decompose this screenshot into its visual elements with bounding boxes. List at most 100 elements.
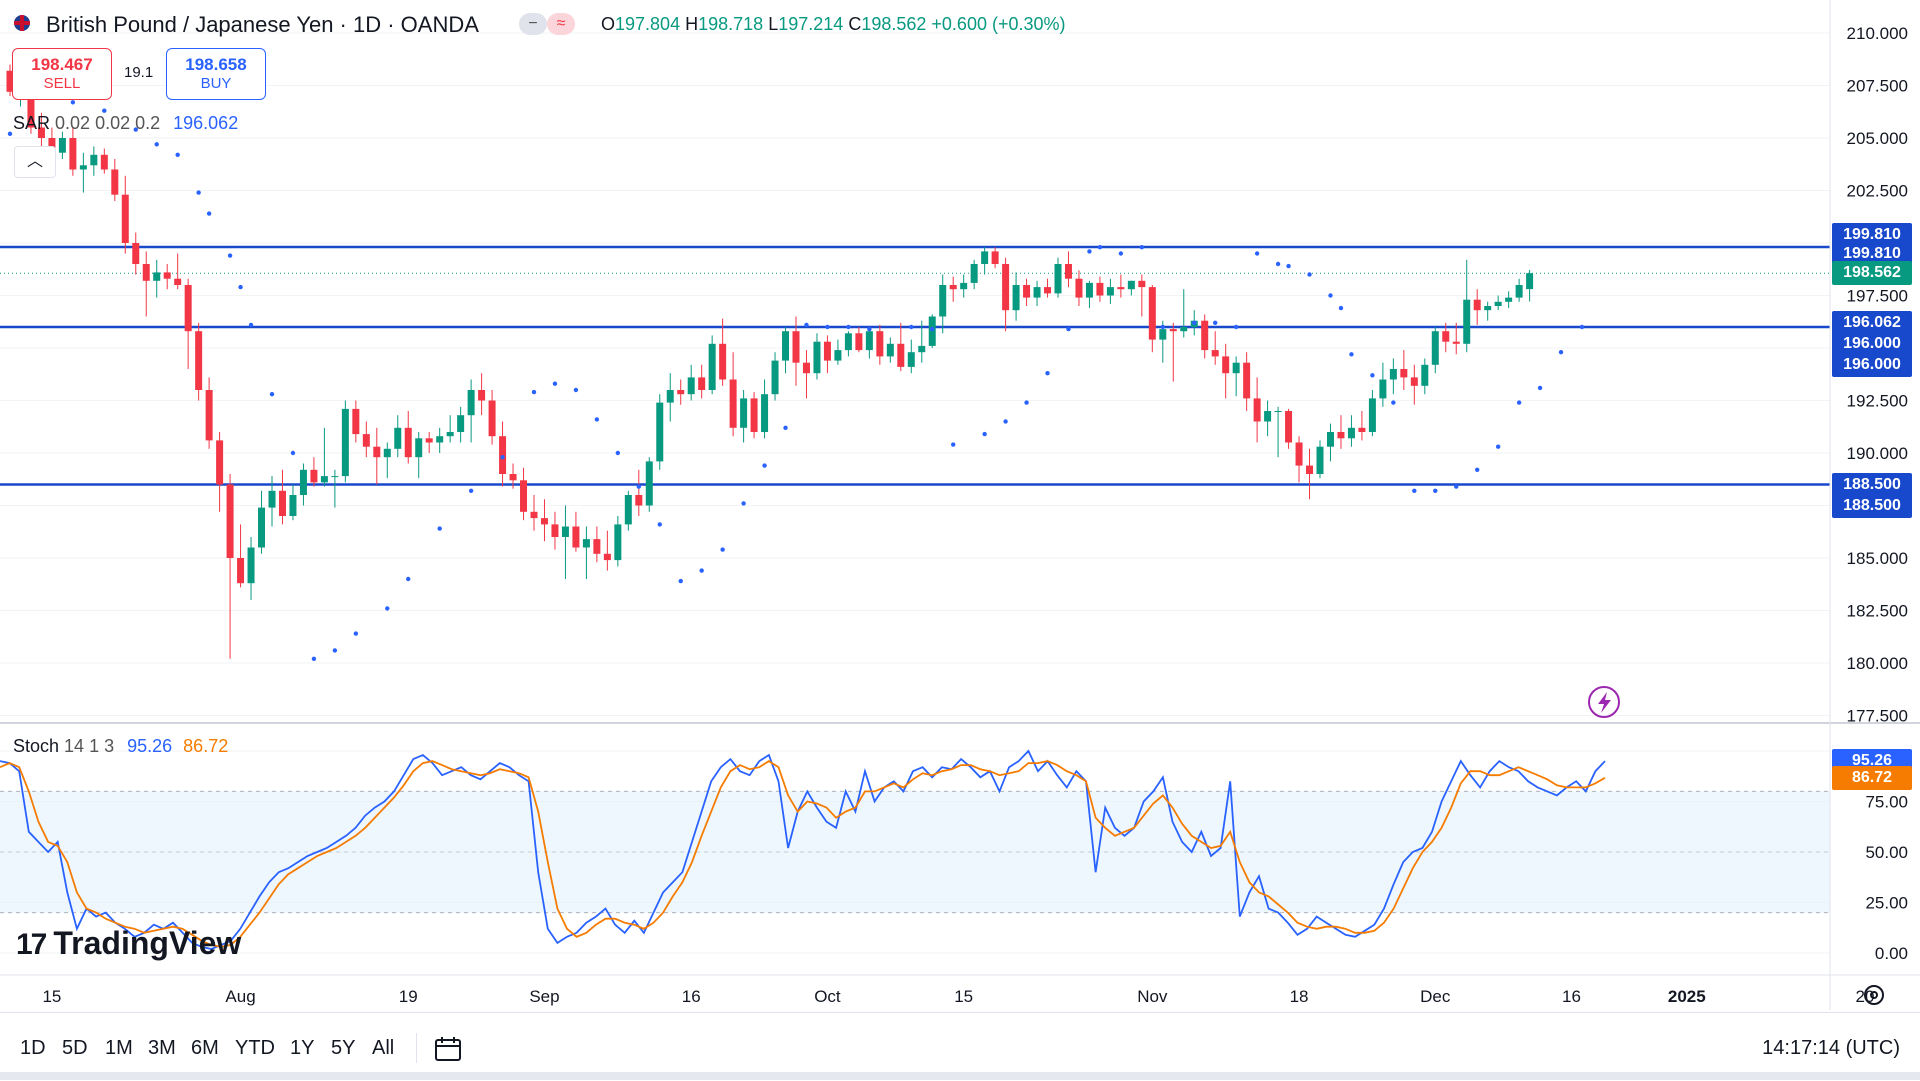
horizontal-lines[interactable]: [0, 245, 1830, 486]
sar-dot: [238, 284, 243, 290]
candle: [1064, 251, 1072, 288]
range-button-ytd[interactable]: YTD: [235, 1037, 275, 1059]
candle: [593, 526, 601, 563]
utc-clock[interactable]: 14:17:14 (UTC): [1762, 1037, 1900, 1059]
candle: [1442, 322, 1450, 353]
sar-params: 0.02 0.02 0.2: [55, 113, 161, 133]
candle-body: [582, 539, 590, 548]
candle-body: [142, 264, 150, 281]
candle-body: [666, 390, 674, 403]
sar-dot: [1118, 251, 1124, 256]
sell-button[interactable]: 198.467 SELL: [12, 48, 112, 100]
low-value: 197.214: [778, 14, 844, 34]
sar-dot: [1412, 488, 1417, 493]
candle-body: [635, 495, 643, 506]
candle: [719, 318, 727, 386]
candle: [729, 352, 737, 437]
price-tick-label: 210.000: [1847, 24, 1908, 43]
candle-body: [1431, 331, 1439, 365]
sar-dot: [846, 324, 851, 330]
stoch-band: [0, 791, 1830, 913]
candle-body: [876, 331, 884, 357]
range-button-all[interactable]: All: [372, 1037, 395, 1059]
chevron-up-icon: ︿: [26, 153, 43, 170]
candle-body: [1159, 329, 1167, 340]
candle-body: [467, 390, 475, 416]
candle: [897, 322, 905, 372]
change-value: +0.600 (+0.30%): [931, 14, 1066, 34]
candle: [572, 511, 580, 552]
sar-dot: [867, 326, 872, 332]
candle-body: [1075, 278, 1083, 298]
sar-dot: [1307, 272, 1312, 277]
candle: [457, 406, 465, 443]
candle-body: [1494, 301, 1502, 306]
candle: [310, 457, 318, 487]
price-tick-label: 177.500: [1847, 707, 1908, 726]
range-button-6m[interactable]: 6M: [191, 1037, 219, 1059]
symbol-title[interactable]: British Pound / Japanese Yen · 1D · OAND…: [46, 12, 479, 37]
wave-toggle[interactable]: ≈: [547, 13, 575, 35]
candle: [970, 259, 978, 290]
sar-legend[interactable]: SAR 0.02 0.02 0.2 196.062: [13, 113, 238, 134]
buy-button[interactable]: 198.658 BUY: [166, 48, 266, 100]
range-button-3m[interactable]: 3M: [148, 1037, 176, 1059]
candle: [1316, 440, 1324, 479]
candle-body: [1505, 297, 1513, 302]
candle-body: [1127, 280, 1135, 290]
sar-dot: [909, 324, 914, 330]
range-button-1m[interactable]: 1M: [105, 1037, 133, 1059]
stoch-legend[interactable]: Stoch 14 1 3 95.26 86.72: [13, 736, 228, 757]
sar-dot: [133, 127, 138, 132]
candle: [1033, 280, 1041, 306]
range-button-5d[interactable]: 5D: [62, 1037, 88, 1059]
range-button-5y[interactable]: 5Y: [331, 1037, 356, 1059]
candle: [6, 64, 14, 96]
candle-body: [1211, 350, 1219, 357]
sar-dot: [1349, 352, 1354, 357]
sar-dot: [1433, 488, 1438, 493]
candle-body: [1410, 377, 1418, 386]
range-button-1y[interactable]: 1Y: [290, 1037, 315, 1059]
candle: [1075, 270, 1083, 306]
chart-canvas[interactable]: 210.000207.500205.000202.500199.810197.5…: [0, 0, 1920, 1010]
candle: [687, 364, 695, 401]
sar-dot: [1454, 484, 1459, 489]
candle-body: [509, 474, 517, 481]
candle-body: [1169, 329, 1177, 332]
candle: [551, 511, 559, 550]
price-tick-label: 190.000: [1847, 444, 1908, 463]
lightning-icon[interactable]: [1588, 686, 1620, 718]
sar-dot: [1338, 305, 1344, 311]
collapse-toggle[interactable]: −: [519, 13, 547, 35]
legend-collapse-button[interactable]: ︿: [14, 146, 56, 178]
range-button-1d[interactable]: 1D: [20, 1037, 46, 1059]
open-label: O: [601, 14, 616, 34]
candle-body: [1106, 287, 1114, 296]
candle: [813, 333, 821, 380]
candle-body: [1484, 306, 1492, 311]
sar-dot: [385, 606, 390, 611]
settings-icon[interactable]: [1864, 985, 1884, 1005]
calendar-icon[interactable]: [433, 1035, 463, 1063]
candle-body: [362, 434, 370, 447]
time-axis[interactable]: 15 Aug 19 Sep 16 Oct 15 Nov 18 Dec 16 2025 20: [42, 987, 1874, 1006]
candle-body: [844, 333, 852, 351]
candle-body: [572, 526, 580, 548]
sar-dot: [1139, 245, 1145, 250]
time-tick-label: Oct: [814, 987, 841, 1006]
price-tick-label: 207.500: [1847, 77, 1908, 96]
candle-body: [530, 511, 538, 519]
tradingview-logo[interactable]: 17 TradingView: [16, 925, 241, 962]
candle: [1201, 314, 1209, 359]
candle: [341, 400, 349, 483]
sar-dot: [1495, 444, 1501, 449]
candle-body: [1347, 427, 1355, 439]
candle: [331, 469, 339, 508]
candle: [258, 490, 266, 554]
candle-body: [383, 448, 391, 458]
sar-dot: [1537, 385, 1543, 391]
candle-body: [1389, 369, 1397, 380]
candle-body: [58, 138, 66, 153]
candle-body: [1232, 362, 1240, 374]
